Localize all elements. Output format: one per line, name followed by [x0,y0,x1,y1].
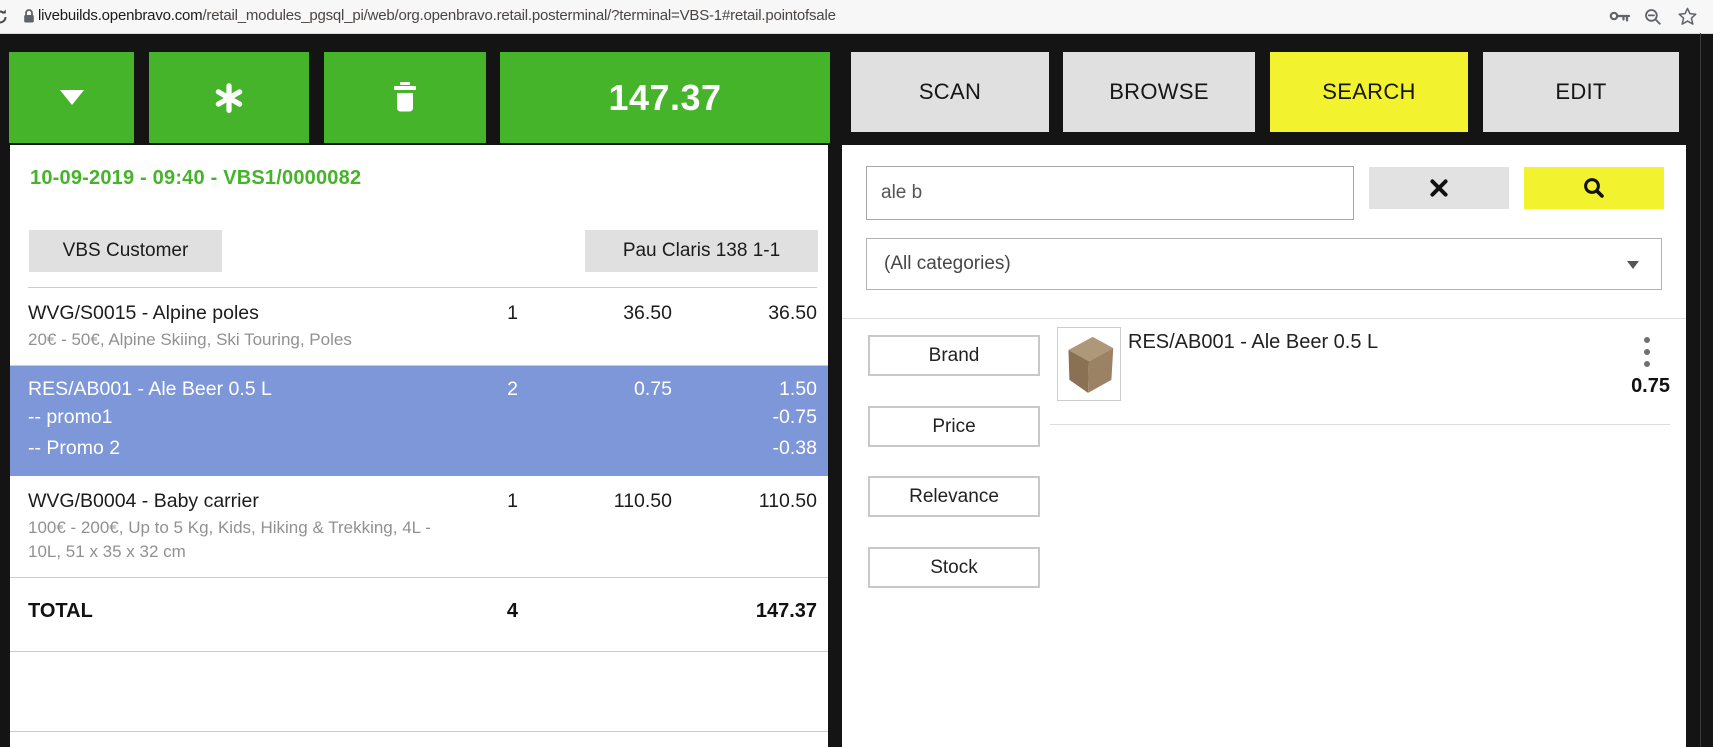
url-path: /retail_modules_pgsql_pi/web/org.openbra… [202,7,836,24]
receipt-panel: 10-09-2019 - 09:40 - VBS1/0000082 VBS Cu… [10,145,828,747]
results-top-divider [842,318,1686,319]
zoom-out-icon[interactable] [1644,8,1662,26]
receipt-header: 10-09-2019 - 09:40 - VBS1/0000082 [30,167,362,189]
cardboard-box-photo [1068,336,1114,393]
promo-name: -- promo1 [28,406,113,428]
menu-button[interactable] [9,52,134,143]
line-name: WVG/B0004 - Baby carrier [28,490,259,512]
url-domain: livebuilds.openbravo.com [38,7,203,24]
receipt-lines: WVG/S0015 - Alpine poles 1 36.50 36.50 2… [10,288,828,732]
line-amount: 110.50 [758,490,817,512]
tab-edit[interactable]: EDIT [1483,52,1679,132]
chevron-down-icon [59,90,84,105]
tab-browse[interactable]: BROWSE [1063,52,1255,132]
trash-icon [394,81,416,111]
kebab-dot [1644,349,1650,355]
sort-button-price[interactable]: Price [868,406,1040,447]
total-display-button[interactable]: 147.37 [500,52,830,143]
sort-button-brand[interactable]: Brand [868,335,1040,376]
sort-button-stock[interactable]: Stock [868,547,1040,588]
line-name: WVG/S0015 - Alpine poles [28,302,259,324]
receipt-line-3[interactable]: WVG/B0004 - Baby carrier 1 110.50 110.50… [10,476,828,578]
line-qty: 1 [507,490,518,512]
promo-amount: -0.38 [772,437,817,459]
tab-search[interactable]: SEARCH [1270,52,1468,132]
product-image [1057,327,1121,401]
search-icon [1584,178,1604,198]
product-name: RES/AB001 - Ale Beer 0.5 L [1128,331,1379,353]
line-price: 0.75 [634,378,672,400]
line-name: RES/AB001 - Ale Beer 0.5 L [28,378,272,400]
search-panel: (All categories) Brand Price Relevance S… [842,145,1686,747]
category-selected-value: (All categories) [884,253,1011,274]
kebab-dot [1644,337,1650,343]
location-button[interactable]: Pau Claris 138 1-1 [585,230,818,272]
key-icon[interactable] [1609,8,1631,24]
new-receipt-button[interactable] [149,52,309,143]
receipt-total-row: TOTAL 4 147.37 [10,578,828,652]
close-icon [1430,179,1448,197]
customer-button[interactable]: VBS Customer [29,230,222,272]
total-label: TOTAL [28,600,93,622]
promo-amount: -0.75 [772,406,817,428]
asterisk-icon [215,82,243,113]
line-qty: 2 [507,378,518,400]
browser-address-bar: livebuilds.openbravo.com/retail_modules_… [0,0,1713,34]
promo-name: -- Promo 2 [28,437,121,459]
search-button[interactable] [1524,167,1664,209]
product-price: 0.75 [1631,375,1670,397]
url-text[interactable]: livebuilds.openbravo.com/retail_modules_… [38,7,836,24]
reload-icon[interactable] [0,7,10,27]
receipt-line-2-selected[interactable]: RES/AB001 - Ale Beer 0.5 L 2 0.75 1.50 -… [10,366,828,476]
line-amount: 36.50 [768,302,817,324]
total-amount: 147.37 [755,600,817,622]
padlock-icon[interactable] [22,8,36,25]
clear-search-button[interactable] [1369,167,1509,209]
window-edge-line [1700,33,1701,747]
more-options-button[interactable] [1640,333,1654,371]
search-input[interactable] [866,166,1354,220]
sort-button-relevance[interactable]: Relevance [868,476,1040,517]
tab-scan[interactable]: SCAN [851,52,1049,132]
bookmark-star-icon[interactable] [1678,7,1697,26]
category-dropdown[interactable]: (All categories) [866,238,1662,290]
result-row-divider [1050,424,1670,425]
receipt-footer-divider [10,652,828,732]
search-result-row[interactable]: RES/AB001 - Ale Beer 0.5 L 0.75 [1050,319,1686,424]
line-price: 36.50 [623,302,672,324]
chevron-down-icon [1627,261,1639,269]
line-description: 20€ - 50€, Alpine Skiing, Ski Touring, P… [28,330,352,349]
total-qty: 4 [506,600,518,622]
line-qty: 1 [507,302,518,324]
receipt-line-1[interactable]: WVG/S0015 - Alpine poles 1 36.50 36.50 2… [10,288,828,366]
line-description: 100€ - 200€, Up to 5 Kg, Kids, Hiking & … [28,518,431,561]
toolbar-total-amount: 147.37 [608,76,722,118]
kebab-dot [1644,361,1650,367]
receipt-header-divider [28,287,817,288]
line-amount: 1.50 [779,378,817,400]
delete-receipt-button[interactable] [324,52,486,143]
line-price: 110.50 [613,490,672,512]
